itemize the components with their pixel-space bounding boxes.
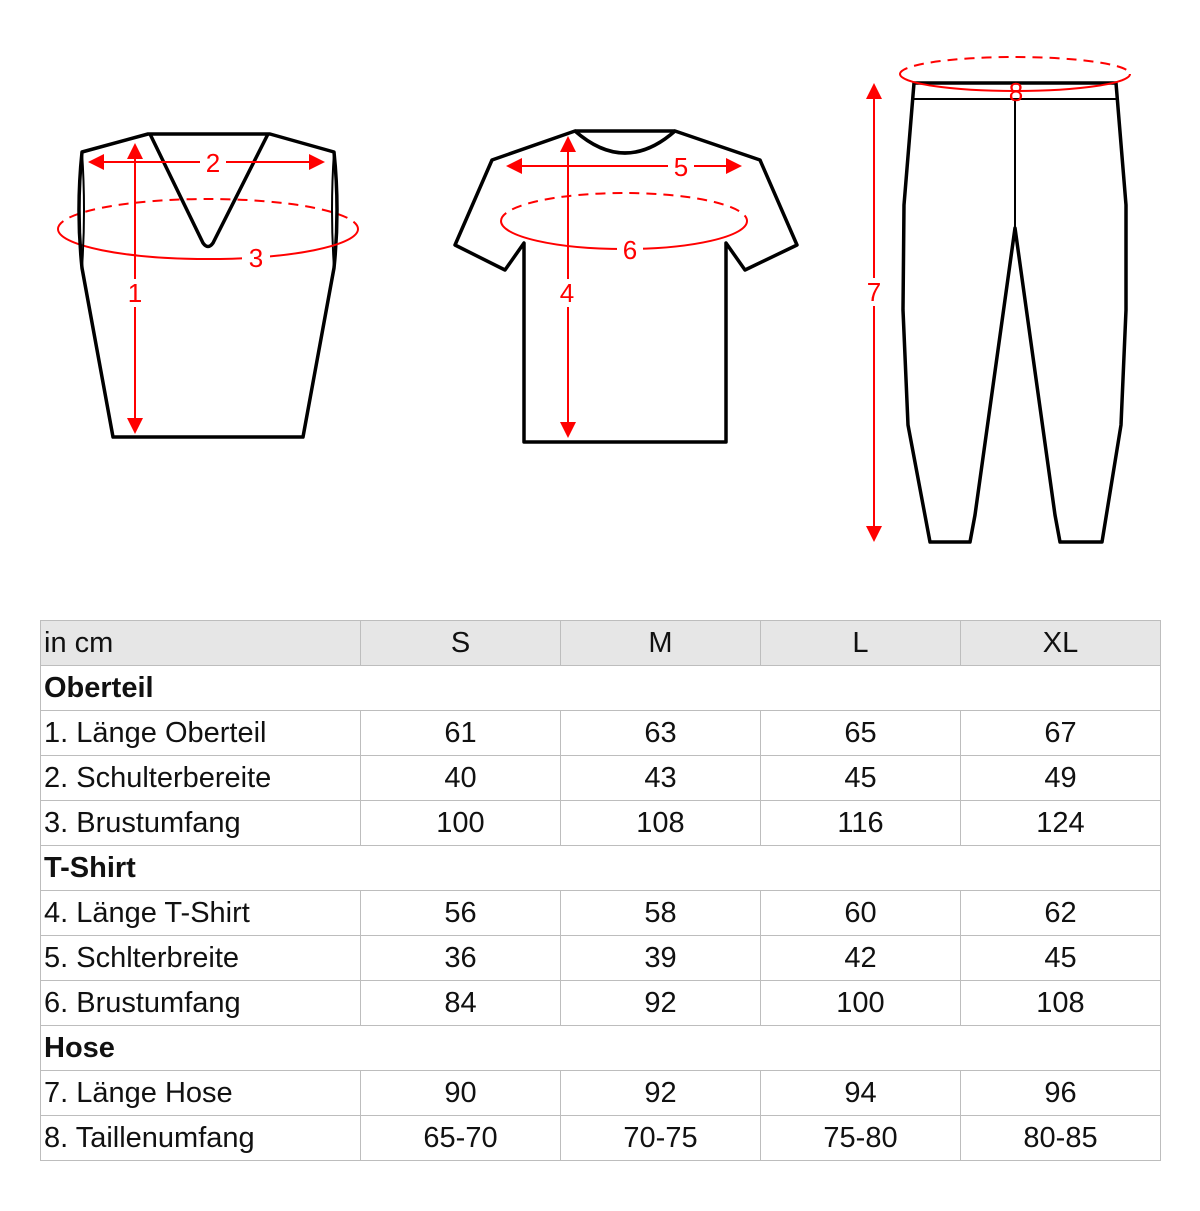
table-row: 6. Brustumfang 84 92 100 108 [40,980,1161,1026]
pants-diagram: 8 7 [862,56,1131,544]
table-row: 3. Brustumfang 100 108 116 124 [40,800,1161,846]
vest-chest-label: 3 [249,243,263,273]
measurement-value: 61 [360,710,561,756]
section-row: Oberteil [40,665,1161,711]
table-header-row: in cm S M L XL [40,620,1161,666]
size-header-xl: XL [960,620,1161,666]
measurement-value: 65-70 [360,1115,561,1161]
measurement-value: 36 [360,935,561,981]
table-row: 7. Länge Hose 90 92 94 96 [40,1070,1161,1116]
measurement-value: 108 [560,800,761,846]
measurement-label: 7. Länge Hose [40,1070,361,1116]
measurement-value: 62 [960,890,1161,936]
vest-length-label: 1 [128,278,142,308]
unit-header: in cm [40,620,361,666]
measurement-label: 6. Brustumfang [40,980,361,1026]
measurement-value: 84 [360,980,561,1026]
table-row: 1. Länge Oberteil 61 63 65 67 [40,710,1161,756]
measurement-label: 1. Länge Oberteil [40,710,361,756]
section-title: Oberteil [40,665,1161,711]
measurement-label: 3. Brustumfang [40,800,361,846]
size-header-m: M [560,620,761,666]
measurement-value: 56 [360,890,561,936]
measurement-value: 63 [560,710,761,756]
measurement-value: 80-85 [960,1115,1161,1161]
tshirt-shoulder-label: 5 [674,152,688,182]
section-title: T-Shirt [40,845,1161,891]
section-row: T-Shirt [40,845,1161,891]
table-row: 5. Schlterbreite 36 39 42 45 [40,935,1161,981]
vest-diagram: 2 3 1 [57,132,359,439]
size-table: in cm S M L XL Oberteil 1. Länge Oberteil… [40,620,1161,1161]
measurement-value: 39 [560,935,761,981]
tshirt-chest-label: 6 [623,235,637,265]
tshirt-length-label: 4 [560,278,574,308]
measurement-value: 94 [760,1070,961,1116]
measurement-value: 58 [560,890,761,936]
measurement-value: 90 [360,1070,561,1116]
measurement-value: 92 [560,980,761,1026]
pants-waist-label: 8 [1009,77,1023,107]
measurement-value: 45 [960,935,1161,981]
measurement-value: 92 [560,1070,761,1116]
measurement-value: 40 [360,755,561,801]
measurement-value: 45 [760,755,961,801]
measurement-value: 49 [960,755,1161,801]
vest-shoulder-label: 2 [206,148,220,178]
pants-length-label: 7 [867,277,881,307]
measurement-label: 2. Schulterbereite [40,755,361,801]
garment-diagrams: 2 3 1 5 6 4 8 7 [57,56,1131,544]
table-row: 4. Länge T-Shirt 56 58 60 62 [40,890,1161,936]
measurement-value: 43 [560,755,761,801]
measurement-label: 4. Länge T-Shirt [40,890,361,936]
measurement-label: 8. Taillenumfang [40,1115,361,1161]
measurement-value: 100 [760,980,961,1026]
measurement-value: 42 [760,935,961,981]
measurement-value: 108 [960,980,1161,1026]
measurement-value: 116 [760,800,961,846]
measurement-value: 67 [960,710,1161,756]
measurement-value: 124 [960,800,1161,846]
section-title: Hose [40,1025,1161,1071]
table-row: 8. Taillenumfang 65-70 70-75 75-80 80-85 [40,1115,1161,1161]
measurement-value: 60 [760,890,961,936]
table-row: 2. Schulterbereite 40 43 45 49 [40,755,1161,801]
tshirt-diagram: 5 6 4 [453,129,799,444]
measurement-value: 70-75 [560,1115,761,1161]
measurement-value: 100 [360,800,561,846]
measurement-value: 96 [960,1070,1161,1116]
size-header-s: S [360,620,561,666]
size-header-l: L [760,620,961,666]
measurement-value: 75-80 [760,1115,961,1161]
measurement-value: 65 [760,710,961,756]
measurement-label: 5. Schlterbreite [40,935,361,981]
section-row: Hose [40,1025,1161,1071]
